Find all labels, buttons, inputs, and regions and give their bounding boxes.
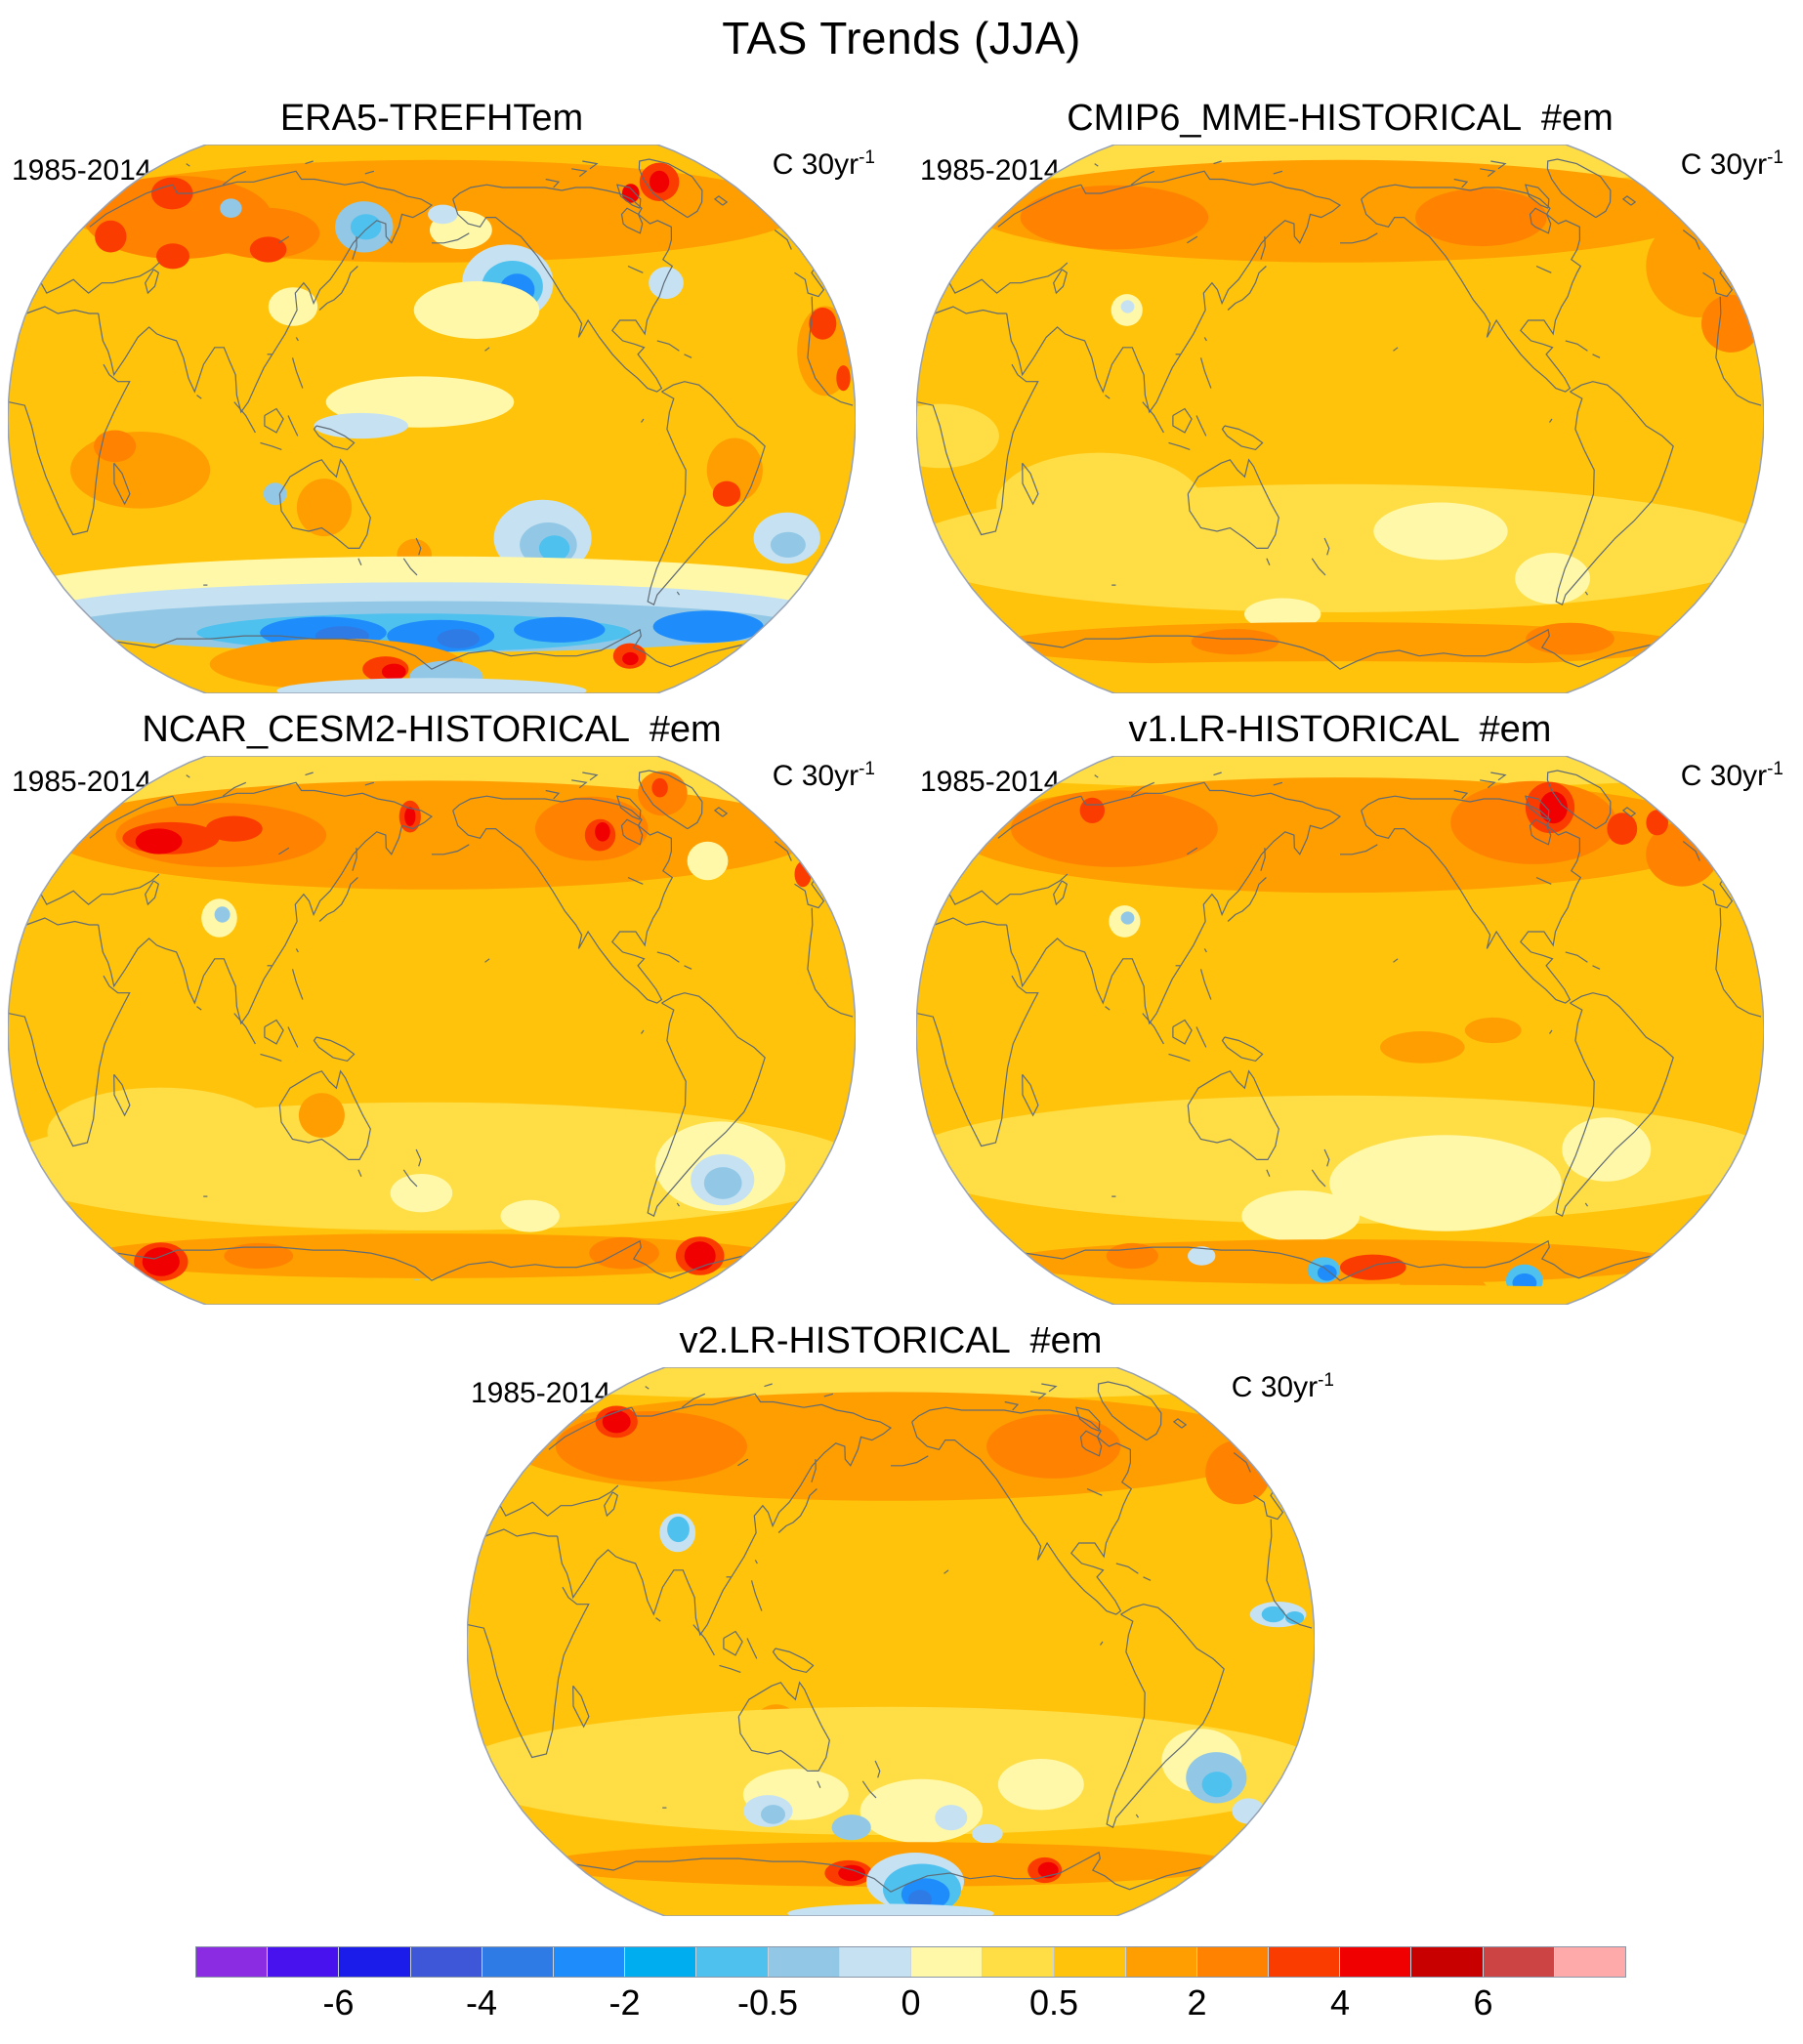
coastlines bbox=[467, 1381, 1313, 1893]
colorbar-segment bbox=[410, 1947, 482, 1977]
colorbar-tick-label: -0.5 bbox=[736, 1982, 799, 2023]
colorbar-segment bbox=[1483, 1947, 1555, 1977]
robinson-outline bbox=[916, 756, 1764, 1305]
world-map-v2lr bbox=[467, 1367, 1315, 1916]
coastlines bbox=[916, 770, 1762, 1281]
robinson-outline bbox=[916, 145, 1764, 693]
period-label: 1985-2014 bbox=[12, 766, 152, 798]
figure-title: TAS Trends (JJA) bbox=[722, 13, 1081, 63]
colorbar-segment bbox=[339, 1947, 411, 1977]
units-label: C 30yr-1 bbox=[1681, 148, 1783, 182]
panel-title: v2.LR-HISTORICAL #em bbox=[679, 1320, 1103, 1361]
colorbar-tick-label: 6 bbox=[1473, 1982, 1493, 2023]
colorbar-tick-label: -2 bbox=[608, 1982, 641, 2023]
units-exponent: -1 bbox=[1318, 1370, 1334, 1391]
colorbar-legend bbox=[195, 1946, 1626, 1978]
colorbar-segment bbox=[696, 1947, 769, 1977]
coastlines bbox=[916, 158, 1762, 670]
colorbar-tick-label: 4 bbox=[1329, 1982, 1351, 2023]
units-exponent: -1 bbox=[859, 147, 875, 168]
colorbar-tick-label: 0.5 bbox=[1028, 1982, 1079, 2023]
world-map-v1lr bbox=[916, 756, 1764, 1305]
map-field bbox=[8, 145, 856, 693]
period-label: 1985-2014 bbox=[12, 154, 152, 187]
period-label: 1985-2014 bbox=[471, 1377, 611, 1409]
map-field bbox=[8, 756, 856, 1305]
coastlines bbox=[8, 770, 854, 1281]
robinson-outline bbox=[8, 145, 856, 693]
map-field bbox=[916, 145, 1764, 693]
colorbar-segment bbox=[768, 1947, 840, 1977]
robinson-outline bbox=[8, 756, 856, 1305]
colorbar-tick-label: -4 bbox=[465, 1982, 498, 2023]
colorbar-segment bbox=[839, 1947, 912, 1977]
world-map-cmip6 bbox=[916, 145, 1764, 693]
units-base: C 30yr bbox=[1680, 148, 1768, 181]
units-exponent: -1 bbox=[1767, 759, 1783, 779]
colorbar-segment bbox=[625, 1947, 697, 1977]
panel-title: ERA5-TREFHTem bbox=[279, 98, 584, 139]
colorbar-segment bbox=[1054, 1947, 1126, 1977]
colorbar-segment bbox=[1340, 1947, 1412, 1977]
colorbar-segment bbox=[983, 1947, 1055, 1977]
panel-cmip6-mme: CMIP6_MME-HISTORICAL #em 1985-2014 C 30y… bbox=[916, 98, 1783, 701]
colorbar-segment bbox=[1411, 1947, 1484, 1977]
colorbar-segment bbox=[1196, 1947, 1270, 1977]
map-field bbox=[467, 1367, 1315, 1916]
colorbar-segment bbox=[1269, 1947, 1341, 1977]
units-label: C 30yr-1 bbox=[773, 760, 875, 793]
map-field bbox=[916, 756, 1764, 1305]
units-exponent: -1 bbox=[1767, 147, 1783, 168]
colorbar-segment bbox=[268, 1947, 340, 1977]
period-label: 1985-2014 bbox=[920, 766, 1061, 798]
panel-v2lr: v2.LR-HISTORICAL #em 1985-2014 C 30yr-1 bbox=[467, 1320, 1334, 1924]
units-label: C 30yr-1 bbox=[1681, 760, 1783, 793]
colorbar-segment bbox=[1554, 1947, 1626, 1977]
colorbar-tick-label: 2 bbox=[1187, 1982, 1207, 2023]
colorbar-segment bbox=[482, 1947, 555, 1977]
units-base: C 30yr bbox=[1231, 1371, 1319, 1403]
world-map-era5 bbox=[8, 145, 856, 693]
panel-title: v1.LR-HISTORICAL #em bbox=[1128, 709, 1552, 750]
panel-v1lr: v1.LR-HISTORICAL #em 1985-2014 C 30yr-1 bbox=[916, 709, 1783, 1313]
colorbar-segment bbox=[1125, 1947, 1197, 1977]
panel-era5: ERA5-TREFHTem 1985-2014 C 30yr-1 bbox=[8, 98, 875, 701]
coastlines bbox=[8, 158, 854, 670]
colorbar-segment bbox=[554, 1947, 626, 1977]
units-exponent: -1 bbox=[859, 759, 875, 779]
units-label: C 30yr-1 bbox=[773, 148, 875, 182]
panel-title: NCAR_CESM2-HISTORICAL #em bbox=[142, 709, 722, 750]
units-base: C 30yr bbox=[772, 760, 860, 792]
colorbar-segment bbox=[911, 1947, 984, 1977]
colorbar-tick-label: -6 bbox=[322, 1982, 355, 2023]
panel-ncar-cesm2: NCAR_CESM2-HISTORICAL #em 1985-2014 C 30… bbox=[8, 709, 875, 1313]
colorbar-segment bbox=[196, 1947, 269, 1977]
world-map-ncar bbox=[8, 756, 856, 1305]
colorbar-tick-label: 0 bbox=[901, 1982, 921, 2023]
units-base: C 30yr bbox=[1680, 760, 1768, 792]
period-label: 1985-2014 bbox=[920, 154, 1061, 187]
units-label: C 30yr-1 bbox=[1232, 1371, 1334, 1404]
units-base: C 30yr bbox=[772, 148, 860, 181]
robinson-outline bbox=[467, 1367, 1315, 1916]
panel-title: CMIP6_MME-HISTORICAL #em bbox=[1067, 98, 1614, 139]
